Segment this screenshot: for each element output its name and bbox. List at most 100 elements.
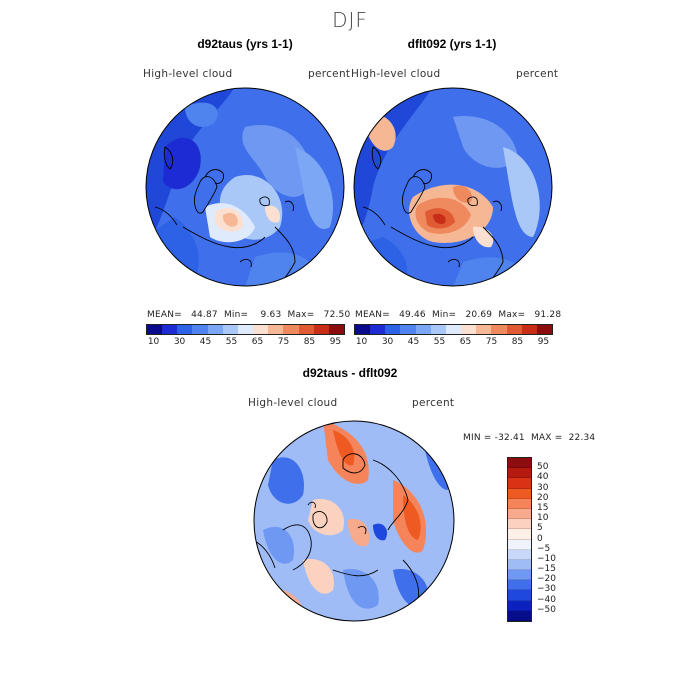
- right-max-value: 91.28: [534, 310, 562, 320]
- left-max-value: 72.50: [323, 310, 351, 320]
- colorbar-swatch: [415, 325, 431, 334]
- diff-colorbar-swatch: [508, 488, 531, 499]
- diff-colorbar: [507, 457, 532, 622]
- right-colorbar-tick: 30: [381, 337, 394, 347]
- diff-colorbar-swatch: [508, 559, 531, 571]
- left-low-cloud-region: [146, 88, 235, 247]
- colorbar-swatch: [400, 325, 416, 334]
- left-colorbar-tick: 10: [147, 337, 160, 347]
- diff-colorbar-tick: 15: [537, 502, 549, 513]
- colorbar-swatch: [430, 325, 446, 334]
- left-colorbar-tick: 30: [173, 337, 186, 347]
- diff-negative-region: [268, 457, 304, 504]
- right-colorbar-tick: 10: [355, 337, 368, 347]
- right-colorbar-tick: 65: [459, 337, 472, 347]
- left-panel-title: d92taus (yrs 1-1): [197, 37, 293, 51]
- diff-colorbar-swatch: [508, 580, 531, 591]
- diff-colorbar-tick: −30: [537, 584, 556, 595]
- diff-colorbar-swatch: [508, 549, 531, 560]
- diff-colorbar-tick: −15: [537, 564, 556, 575]
- diff-coastlines: [254, 453, 420, 601]
- colorbar-swatch: [521, 325, 537, 334]
- diff-colorbar-tick: 50: [537, 462, 549, 473]
- left-colorbar-tick: 45: [199, 337, 212, 347]
- diff-colorbar-swatch: [508, 478, 531, 489]
- left-colorbar-tick: 75: [277, 337, 290, 347]
- diff-max-value: 22.34: [568, 433, 596, 443]
- diff-polar-map: [253, 420, 455, 622]
- right-mean-value: 49.46: [399, 310, 426, 320]
- diff-min-max: MIN = -32.41 MAX = 22.34: [463, 433, 596, 443]
- diff-min-value: -32.41: [494, 433, 525, 443]
- colorbar-swatch: [237, 325, 254, 334]
- right-stats: MEAN= 49.46 Min= 20.69 Max= 91.28: [355, 310, 562, 320]
- diff-colorbar-swatch: [508, 610, 531, 621]
- colorbar-swatch: [385, 325, 401, 334]
- colorbar-swatch: [461, 325, 477, 334]
- diff-panel-title: d92taus - dflt092: [302, 366, 398, 380]
- diff-colorbar-swatch: [508, 529, 531, 540]
- colorbar-swatch: [298, 325, 314, 334]
- colorbar-swatch: [147, 325, 163, 334]
- diff-colorbar-tick: 30: [537, 482, 549, 493]
- right-colorbar-tick: 45: [407, 337, 420, 347]
- colorbar-swatch: [253, 325, 269, 334]
- right-colorbar-tick: 85: [511, 337, 524, 347]
- diff-colorbar-tick: 5: [537, 523, 543, 534]
- left-units-label: percent: [308, 68, 351, 80]
- left-colorbar-tick: 65: [251, 337, 264, 347]
- diff-colorbar-tick: −5: [537, 543, 551, 554]
- left-coastlines: [154, 146, 296, 286]
- colorbar-swatch: [177, 325, 193, 334]
- diff-colorbar-swatch: [508, 570, 531, 581]
- colorbar-swatch: [355, 325, 371, 334]
- right-units-label: percent: [516, 68, 559, 80]
- colorbar-swatch: [491, 325, 507, 334]
- right-colorbar: [354, 324, 553, 335]
- diff-colorbar-tick: −10: [537, 553, 556, 564]
- diff-colorbar-swatch: [508, 539, 531, 550]
- colorbar-swatch: [192, 325, 208, 334]
- right-polar-map: [353, 87, 553, 287]
- left-stats: MEAN= 44.87 Min= 9.63 Max= 72.50: [147, 310, 351, 320]
- diff-units-label: percent: [412, 397, 455, 409]
- right-variable-label: High-level cloud: [351, 68, 441, 80]
- diff-colorbar-tick: −40: [537, 594, 556, 605]
- diff-colorbar-swatch: [508, 468, 531, 479]
- colorbar-swatch: [445, 325, 462, 334]
- left-colorbar-labels: 10 30 45 55 65 75 85 95: [146, 337, 343, 349]
- colorbar-swatch: [370, 325, 386, 334]
- diff-colorbar-swatch: [508, 600, 531, 611]
- diff-variable-label: High-level cloud: [248, 397, 338, 409]
- diff-colorbar-tick: −20: [537, 574, 556, 585]
- left-colorbar-tick: 85: [303, 337, 316, 347]
- left-variable-label: High-level cloud: [143, 68, 233, 80]
- right-colorbar-tick: 55: [433, 337, 446, 347]
- right-coastlines: [362, 146, 504, 286]
- left-colorbar-tick: 95: [329, 337, 342, 347]
- diff-colorbar-tick: −50: [537, 604, 556, 615]
- diff-colorbar-swatch: [508, 519, 531, 530]
- right-min-value: 20.69: [465, 310, 493, 320]
- diff-colorbar-swatch: [508, 508, 531, 520]
- colorbar-swatch: [268, 325, 284, 334]
- colorbar-swatch: [506, 325, 522, 334]
- left-polar-map: [145, 87, 345, 287]
- right-panel-title: dflt092 (yrs 1-1): [407, 37, 497, 51]
- colorbar-swatch: [313, 325, 329, 334]
- diff-colorbar-labels: 50 40 30 20 15 10 5 0 −5 −10 −15 −20 −30 −40 −50: [537, 457, 577, 620]
- diff-colorbar-tick: 0: [537, 533, 543, 544]
- diff-colorbar-tick: 10: [537, 513, 549, 524]
- left-min-value: 9.63: [260, 310, 282, 320]
- colorbar-swatch: [207, 325, 223, 334]
- colorbar-swatch: [162, 325, 178, 334]
- colorbar-swatch: [476, 325, 492, 334]
- colorbar-swatch: [536, 325, 553, 334]
- diff-colorbar-tick: 20: [537, 492, 549, 503]
- colorbar-swatch: [222, 325, 238, 334]
- right-colorbar-tick: 95: [537, 337, 550, 347]
- left-mean-value: 44.87: [191, 310, 218, 320]
- left-colorbar: [146, 324, 345, 335]
- right-colorbar-tick: 75: [485, 337, 498, 347]
- diff-colorbar-swatch: [508, 498, 531, 509]
